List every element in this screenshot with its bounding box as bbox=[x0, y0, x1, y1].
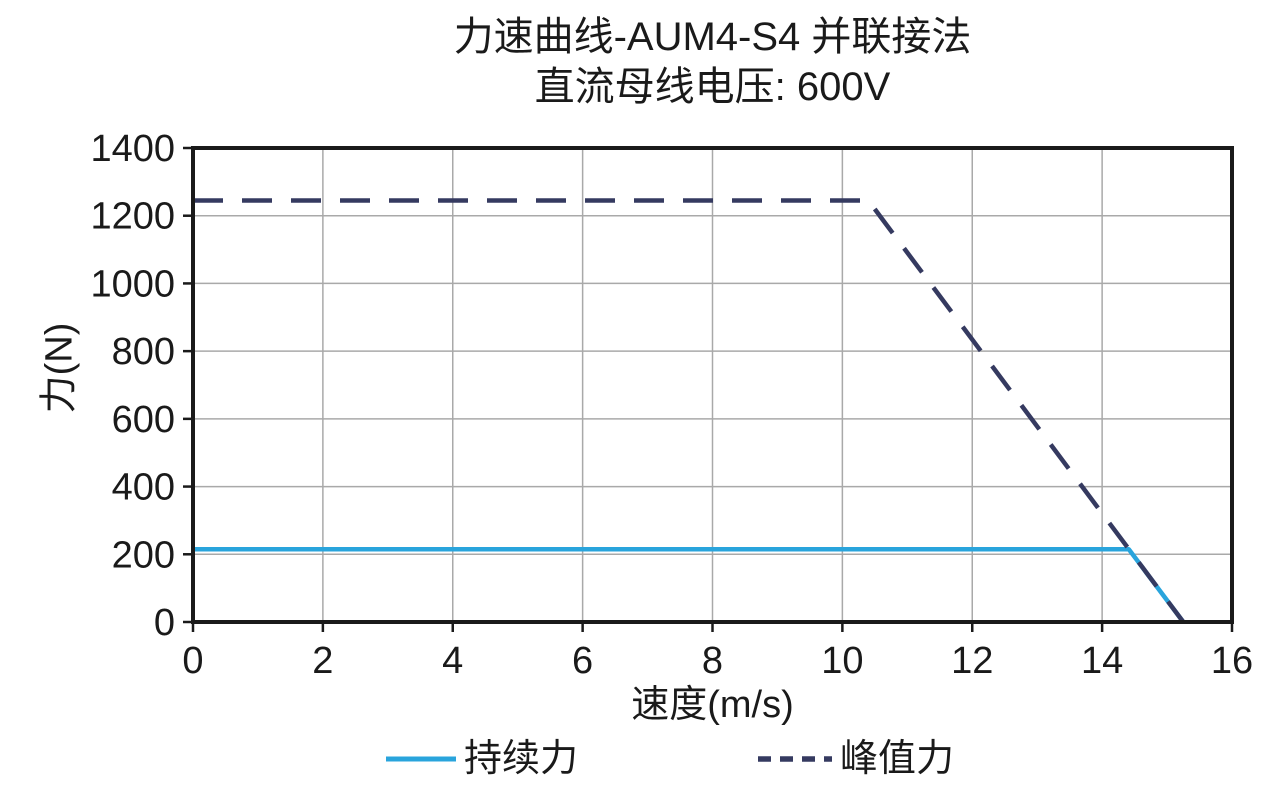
y-tick-label: 400 bbox=[112, 467, 175, 509]
legend-item-peak-force: 峰值力 bbox=[756, 733, 954, 785]
y-tick-label: 1400 bbox=[90, 128, 175, 170]
y-tick-label: 200 bbox=[112, 534, 175, 576]
series-line-1 bbox=[193, 198, 1186, 624]
legend-item-continuous-force: 持续力 bbox=[384, 733, 578, 785]
peak-force-line-swatch bbox=[758, 756, 832, 762]
series-line-0 bbox=[193, 546, 1186, 624]
x-axis-label: 速度(m/s) bbox=[631, 684, 794, 726]
x-tick-label: 0 bbox=[182, 640, 203, 682]
legend-label-peak-force: 峰值力 bbox=[840, 738, 955, 780]
x-tick-label: 10 bbox=[821, 640, 863, 682]
y-tick-label: 600 bbox=[112, 399, 175, 441]
x-tick-label: 6 bbox=[572, 640, 593, 682]
x-tick-label: 16 bbox=[1211, 640, 1253, 682]
y-tick-label: 1000 bbox=[90, 263, 175, 305]
y-tick-label: 800 bbox=[112, 331, 175, 373]
x-tick-label: 4 bbox=[442, 640, 463, 682]
chart-title: 力速曲线-AUM4-S4 并联接法 bbox=[453, 15, 972, 59]
x-tick-label: 14 bbox=[1081, 640, 1123, 682]
x-tick-label: 12 bbox=[951, 640, 993, 682]
axes-frame bbox=[191, 146, 1234, 624]
y-tick-label: 1200 bbox=[90, 196, 175, 238]
legend: 持续力 峰值力 bbox=[28, 733, 1282, 785]
legend-label-continuous-force: 持续力 bbox=[463, 738, 578, 780]
y-tick-label: 0 bbox=[154, 602, 175, 644]
chart-subtitle: 直流母线电压: 600V bbox=[534, 65, 891, 109]
x-tick-label: 8 bbox=[702, 640, 723, 682]
continuous-force-line-swatch bbox=[385, 756, 456, 762]
x-tick-label: 2 bbox=[312, 640, 333, 682]
